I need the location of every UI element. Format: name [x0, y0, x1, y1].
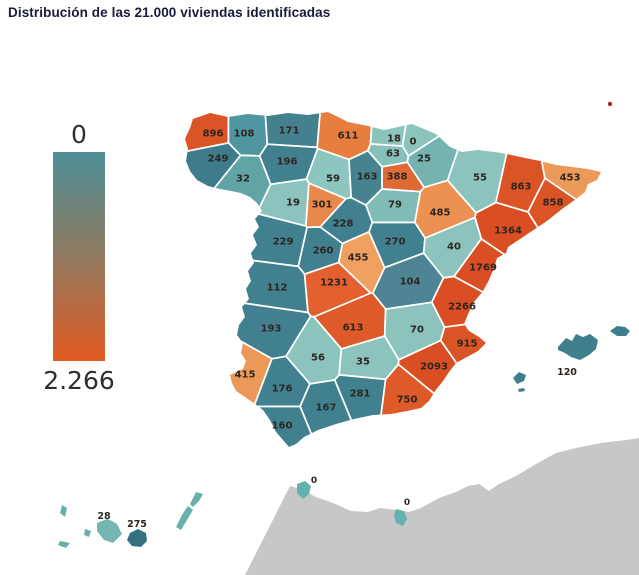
tenerife-island — [97, 519, 122, 543]
canary-islands: 28 275 — [58, 492, 203, 548]
ceuta-value: 0 — [311, 476, 317, 486]
el-hierro-island — [58, 541, 70, 548]
legend-max-label: 2.266 — [43, 366, 115, 395]
menorca-island — [610, 326, 630, 336]
color-legend: 0 2.266 — [43, 120, 115, 395]
africa-landmass — [245, 438, 639, 575]
province-value-cadiz: 160 — [272, 421, 293, 432]
province-value-palencia: 59 — [326, 174, 340, 185]
province-girona — [530, 112, 601, 250]
red-dot-marker — [607, 101, 613, 107]
province-value-burgos: 163 — [357, 172, 378, 183]
province-value-cuenca: 104 — [400, 277, 421, 288]
province-value-guadalajara: 270 — [385, 237, 406, 248]
province-value-malaga: 167 — [316, 403, 337, 414]
province-value-granada: 281 — [350, 389, 371, 400]
melilla-value: 0 — [404, 498, 410, 508]
balearic-islands: 120 — [513, 326, 630, 392]
province-value-a-coruna: 896 — [203, 129, 224, 140]
province-value-soria: 79 — [388, 200, 402, 211]
ceuta-melilla: 0 0 — [297, 476, 410, 526]
province-value-castellon: 1769 — [469, 263, 497, 274]
province-value-vizcaya: 18 — [387, 134, 401, 145]
province-value-girona: 453 — [560, 173, 581, 184]
province-value-zaragoza: 485 — [430, 208, 451, 219]
province-value-murcia: 2093 — [420, 362, 448, 373]
province-value-sevilla: 176 — [272, 384, 293, 395]
province-value-cantabria: 611 — [338, 131, 359, 142]
province-value-caceres: 112 — [267, 283, 288, 294]
province-value-lugo: 108 — [234, 129, 255, 140]
province-value-segovia: 228 — [333, 219, 354, 230]
province-value-cordoba: 56 — [311, 353, 325, 364]
province-value-badajoz: 193 — [261, 324, 282, 335]
gran-canaria-island — [127, 529, 147, 547]
legend-min-label: 0 — [71, 120, 87, 149]
ceuta-territory — [297, 481, 311, 499]
province-value-tarragona: 1364 — [494, 226, 522, 237]
province-value-zamora: 19 — [286, 198, 300, 209]
province-value-valencia: 2266 — [448, 302, 476, 313]
fuerteventura-island — [176, 506, 193, 530]
province-value-asturias: 171 — [279, 126, 300, 137]
province-value-teruel: 40 — [447, 242, 461, 253]
province-value-albacete: 70 — [410, 325, 424, 336]
province-value-salamanca: 229 — [273, 237, 294, 248]
formentera-island — [518, 388, 525, 392]
province-alicante — [439, 315, 601, 447]
gran-canaria-value: 275 — [127, 519, 147, 530]
province-value-leon: 196 — [277, 157, 298, 168]
province-value-jaen: 35 — [356, 357, 370, 368]
province-value-huelva: 415 — [235, 370, 256, 381]
melilla-territory — [394, 509, 407, 526]
la-gomera-island — [84, 529, 91, 537]
province-value-ciudad-real: 613 — [343, 323, 364, 334]
province-value-labels: 896 108 249 32 171 611 18 0 63 25 388 196 59 163 19 301… — [203, 126, 581, 432]
province-value-alava: 63 — [386, 149, 400, 160]
province-value-guipuzcoa: 0 — [410, 137, 417, 148]
la-palma-island — [60, 505, 67, 517]
province-value-ourense: 32 — [236, 174, 250, 185]
legend-gradient-bar — [53, 152, 105, 361]
province-cadiz — [185, 405, 323, 447]
province-value-huesca: 55 — [473, 173, 487, 184]
tenerife-value: 28 — [97, 511, 111, 522]
province-value-avila: 260 — [313, 246, 334, 257]
lanzarote-island — [190, 492, 203, 507]
province-value-la-rioja: 388 — [387, 172, 408, 183]
page-title: Distribución de las 21.000 viviendas ide… — [8, 5, 331, 20]
province-castellon — [453, 238, 601, 335]
province-value-lleida: 863 — [511, 182, 532, 193]
province-value-valladolid: 301 — [312, 200, 333, 211]
balearics-value: 120 — [557, 367, 577, 378]
province-value-navarra: 25 — [417, 154, 431, 165]
ibiza-island — [513, 372, 526, 384]
province-value-toledo: 1231 — [320, 278, 348, 289]
mallorca-island — [558, 334, 598, 360]
province-value-barcelona: 858 — [543, 198, 564, 209]
province-value-alicante: 915 — [457, 339, 478, 350]
province-value-almeria: 750 — [397, 395, 418, 406]
province-value-pontevedra: 249 — [208, 154, 229, 165]
province-value-madrid: 455 — [348, 253, 369, 264]
